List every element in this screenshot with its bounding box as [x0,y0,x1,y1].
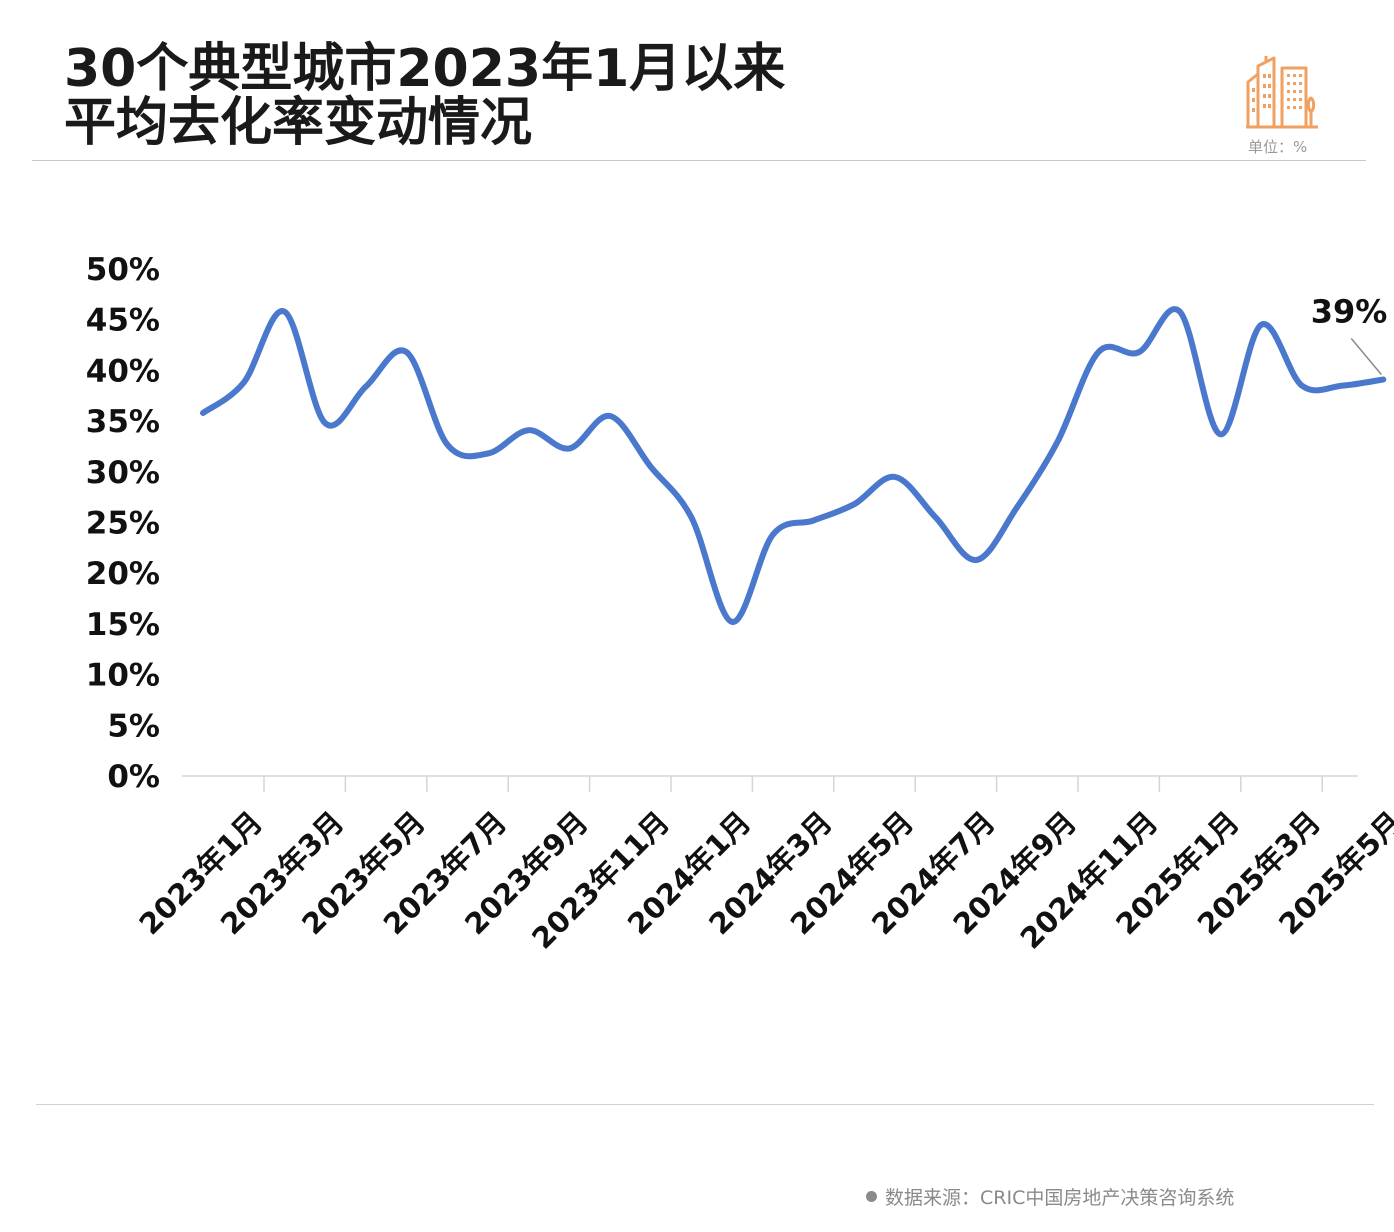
y-tick-label: 0% [107,759,160,795]
annotation-leader-line [1350,338,1382,376]
unit-label: 单位：% [1248,138,1308,156]
y-tick-label: 15% [86,607,160,643]
y-tick-label: 45% [86,303,160,339]
data-label-last: 39% [1311,293,1388,331]
x-axis-ticks: 2023年1月2023年3月2023年5月2023年7月2023年9月2023年… [133,776,1394,956]
y-tick-label: 50% [86,252,160,288]
source-text: 数据来源：CRIC中国房地产决策咨询系统 [885,1187,1235,1209]
title-line-2: 平均去化率变动情况 [64,93,533,153]
footer-divider [36,1104,1374,1105]
header-divider [32,160,1366,161]
y-tick-label: 25% [86,506,160,542]
chart-title: 30个典型城市2023年1月以来 平均去化率变动情况 [64,42,785,150]
y-tick-label: 30% [86,455,160,491]
series-line [200,306,1387,625]
building-icon [1246,56,1318,129]
title-line-1: 30个典型城市2023年1月以来 [64,39,786,99]
source-note: 数据来源：CRIC中国房地产决策咨询系统 [866,1183,1234,1210]
dot-icon [866,1191,877,1202]
y-tick-label: 40% [86,353,160,389]
y-tick-label: 35% [86,404,160,440]
y-tick-label: 10% [86,658,160,694]
y-axis-ticks: 0% 5% 10% 15% 20% 25% 30% 35% 40% 45% 50% [86,252,160,795]
y-tick-label: 20% [86,556,160,592]
y-tick-label: 5% [107,708,160,744]
